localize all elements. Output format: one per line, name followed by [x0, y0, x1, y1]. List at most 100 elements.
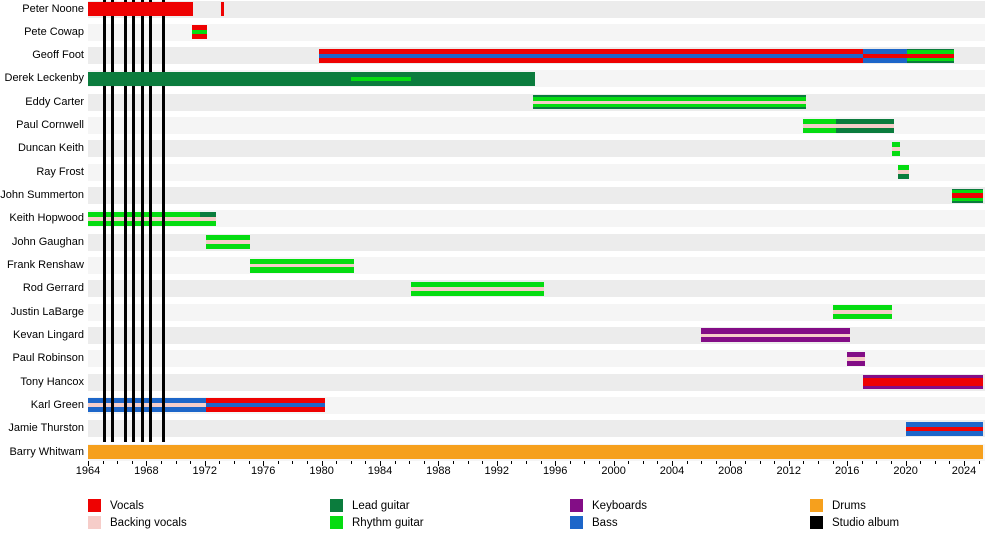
member-label: Barry Whitwam [9, 445, 84, 458]
timeline-bar-segment [318, 48, 864, 63]
legend-label: Rhythm guitar [352, 516, 424, 529]
axis-major-tick [905, 461, 907, 466]
legend-item: Rhythm guitar [330, 516, 424, 529]
axis-minor-tick [467, 461, 469, 464]
axis-major-tick [438, 461, 440, 466]
bar-stripe [907, 57, 954, 61]
legend-label: Vocals [110, 499, 144, 512]
row-track [88, 373, 985, 391]
axis-year-label: 1964 [75, 465, 101, 477]
legend-label: Studio album [832, 516, 900, 529]
bar-stripe [907, 53, 954, 58]
axis-year-label: 2004 [659, 465, 685, 477]
bar-stripe [863, 48, 908, 54]
bar-stripe [952, 197, 983, 201]
bar-stripe [191, 30, 207, 35]
legend-swatch-pink [88, 516, 101, 529]
member-label: Rod Gerrard [22, 282, 84, 295]
axis-minor-tick [102, 461, 104, 464]
axis-minor-tick [365, 461, 367, 464]
legend-swatch-drums [810, 499, 823, 512]
axis-major-tick [672, 461, 673, 466]
timeline-bar-segment [191, 25, 207, 40]
axis-minor-tick [803, 461, 805, 464]
timeline-bar-segment [863, 48, 908, 63]
bar-stripe [533, 100, 807, 104]
bar-stripe [892, 141, 900, 147]
legend-item: Backing vocals [88, 516, 187, 529]
studio-album-line [149, 0, 153, 442]
bar-stripe [410, 281, 544, 287]
timeline-bar-segment [847, 351, 865, 366]
member-label: Derek Leckenby [4, 72, 85, 85]
axis-major-tick [788, 461, 790, 466]
axis-minor-tick [117, 461, 119, 464]
bar-stripe [318, 57, 864, 63]
axis-minor-tick [701, 461, 703, 464]
bar-stripe [952, 190, 983, 194]
member-label: Geoff Foot [32, 49, 84, 62]
bar-stripe [898, 165, 909, 171]
bar-stripe [907, 60, 954, 63]
axis-minor-tick [818, 461, 819, 464]
member-label: Keith Hopwood [9, 212, 84, 225]
axis-minor-tick [584, 461, 586, 464]
member-label: Peter Noone [22, 2, 84, 15]
bar-stripe [892, 150, 900, 156]
bar-stripe [835, 123, 894, 128]
legend-item: Studio album [810, 516, 899, 529]
bar-stripe [832, 305, 893, 311]
axis-year-label: 1988 [426, 465, 451, 477]
row-track [88, 140, 985, 158]
member-label: Karl Green [30, 398, 84, 411]
timeline-bar-segment [410, 281, 544, 296]
legend-swatch-rhythm [330, 516, 343, 529]
axis-year-label: 2012 [776, 465, 802, 477]
bar-stripe [803, 118, 836, 124]
row-track [88, 420, 985, 438]
axis-minor-tick [978, 461, 980, 464]
bar-stripe [410, 286, 544, 291]
row-track [88, 117, 985, 135]
bar-stripe [847, 351, 865, 357]
legend-item: Vocals [88, 499, 144, 512]
bar-stripe [835, 118, 894, 124]
row-track [88, 350, 985, 368]
legend-swatch-album [810, 516, 823, 529]
bar-stripe [905, 426, 983, 431]
axis-year-label: 2000 [601, 465, 626, 477]
axis-minor-tick [234, 461, 235, 464]
member-label: Justin LaBarge [10, 305, 84, 318]
bar-stripe [803, 127, 836, 133]
row-track [88, 303, 985, 321]
studio-album-line [124, 0, 128, 442]
bar-stripe [88, 71, 351, 86]
axis-minor-tick [409, 461, 411, 464]
bar-stripe [318, 48, 864, 54]
bar-stripe [206, 407, 325, 413]
axis-year-label: 1980 [309, 465, 334, 477]
axis-minor-tick [453, 461, 454, 464]
bar-stripe [88, 398, 207, 404]
axis-minor-tick [774, 461, 776, 464]
bar-stripe [952, 193, 983, 198]
axis-major-tick [613, 461, 615, 466]
bar-stripe [701, 337, 851, 343]
bar-stripe [892, 146, 900, 151]
studio-album-line [141, 0, 145, 442]
axis-minor-tick [949, 461, 951, 464]
timeline-bar-segment [250, 258, 354, 273]
row-track [88, 0, 985, 18]
axis-minor-tick [307, 461, 308, 464]
axis-year-label: 2016 [834, 465, 860, 477]
axis-major-tick [964, 461, 965, 466]
legend-swatch-bass [570, 516, 583, 529]
axis-major-tick [555, 461, 557, 466]
axis-major-tick [146, 461, 148, 466]
axis-minor-tick [277, 461, 279, 464]
row-track [88, 210, 985, 228]
axis-major-tick [321, 461, 323, 466]
bar-stripe [200, 216, 217, 221]
timeline-bar-segment [88, 71, 351, 86]
bar-stripe [847, 360, 865, 366]
